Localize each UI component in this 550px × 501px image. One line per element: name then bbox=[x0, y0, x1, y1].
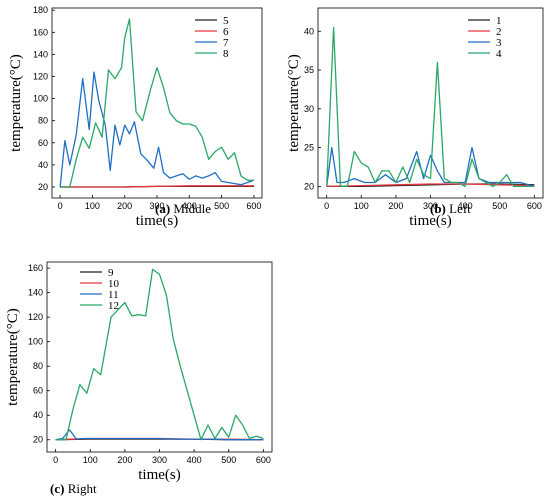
y-tick-label: 140 bbox=[28, 288, 43, 298]
y-tick-label: 120 bbox=[28, 312, 43, 322]
panel-caption-text: Left bbox=[446, 201, 471, 216]
y-tick-label: 140 bbox=[33, 49, 48, 59]
x-tick-label: 600 bbox=[246, 201, 261, 211]
y-tick-label: 30 bbox=[304, 104, 314, 114]
plot-frame bbox=[46, 261, 273, 453]
y-tick-label: 180 bbox=[33, 5, 48, 15]
x-tick-label: 0 bbox=[53, 455, 58, 465]
panel-caption: (b) Left bbox=[430, 201, 471, 216]
x-tick-label: 500 bbox=[221, 455, 236, 465]
x-axis-label: time(s) bbox=[138, 467, 181, 483]
x-tick-label: 600 bbox=[527, 201, 542, 211]
x-tick-label: 100 bbox=[85, 201, 100, 211]
legend-label: 9 bbox=[108, 267, 114, 279]
y-tick-label: 20 bbox=[304, 181, 314, 191]
series-line-3 bbox=[326, 146, 535, 188]
series-line-1 bbox=[326, 183, 535, 188]
legend-label: 6 bbox=[223, 26, 229, 38]
x-tick-label: 200 bbox=[117, 201, 132, 211]
x-tick-label: 0 bbox=[324, 201, 329, 211]
y-tick-label: 25 bbox=[304, 143, 314, 153]
legend-label: 2 bbox=[496, 26, 502, 38]
y-tick-label: 120 bbox=[33, 71, 48, 81]
series-line-8 bbox=[60, 18, 254, 188]
y-tick-label: 160 bbox=[33, 27, 48, 37]
legend-label: 10 bbox=[108, 278, 120, 290]
x-axis-label: time(s) bbox=[409, 213, 452, 229]
legend-label: 8 bbox=[223, 48, 229, 60]
series-line-7 bbox=[59, 71, 255, 188]
x-tick-label: 400 bbox=[182, 201, 197, 211]
plot-frame bbox=[51, 7, 263, 199]
x-tick-label: 0 bbox=[58, 201, 63, 211]
chart-panel: 0 100 200 300 400 500 600 20 40 60 80 100 120 140 160 1… bbox=[8, 5, 263, 229]
x-tick-label: 400 bbox=[458, 201, 473, 211]
chart-panel: 0 100 200 300 400 500 600 20 40 60 80 100 120 140 160 9… bbox=[5, 261, 273, 496]
x-tick-label: 100 bbox=[83, 455, 98, 465]
series-line-6 bbox=[60, 185, 254, 188]
x-tick-label: 100 bbox=[354, 201, 369, 211]
x-tick-label: 300 bbox=[152, 455, 167, 465]
y-tick-label: 80 bbox=[38, 116, 48, 126]
y-tick-label: 100 bbox=[28, 337, 43, 347]
y-tick-label: 100 bbox=[33, 94, 48, 104]
series-line-2 bbox=[326, 183, 535, 188]
panel-caption: (a) Middle bbox=[155, 201, 211, 216]
legend-label: 11 bbox=[108, 289, 119, 301]
series-line-11 bbox=[55, 429, 264, 441]
y-axis-label: temperature(°C) bbox=[286, 54, 302, 152]
series-line-4 bbox=[326, 26, 535, 188]
x-axis-label: time(s) bbox=[136, 213, 179, 229]
y-tick-label: 80 bbox=[33, 361, 43, 371]
x-tick-label: 200 bbox=[117, 455, 132, 465]
x-tick-label: 400 bbox=[187, 455, 202, 465]
panel-caption-text: Right bbox=[64, 481, 97, 496]
legend-label: 4 bbox=[496, 48, 502, 60]
y-axis-label: temperature(°C) bbox=[5, 308, 21, 406]
y-tick-label: 20 bbox=[33, 435, 43, 445]
x-tick-label: 500 bbox=[492, 201, 507, 211]
legend-label: 1 bbox=[496, 15, 502, 27]
y-tick-label: 35 bbox=[304, 65, 314, 75]
x-tick-label: 300 bbox=[149, 201, 164, 211]
y-tick-label: 40 bbox=[304, 26, 314, 36]
legend-label: 12 bbox=[108, 300, 119, 312]
legend-label: 7 bbox=[223, 37, 229, 49]
y-axis-label: temperature(°C) bbox=[8, 54, 24, 152]
x-tick-label: 200 bbox=[388, 201, 403, 211]
y-tick-label: 20 bbox=[38, 182, 48, 192]
legend-label: 3 bbox=[496, 37, 502, 49]
y-tick-label: 40 bbox=[33, 410, 43, 420]
panel-caption-text: Middle bbox=[170, 201, 211, 216]
panel-caption-letter: (b) bbox=[430, 201, 446, 216]
x-tick-label: 500 bbox=[214, 201, 229, 211]
legend-label: 5 bbox=[223, 15, 229, 27]
x-tick-label: 600 bbox=[256, 455, 271, 465]
panel-caption-letter: (a) bbox=[155, 201, 170, 216]
x-tick-label: 300 bbox=[423, 201, 438, 211]
y-tick-label: 160 bbox=[28, 263, 43, 273]
panel-caption: (c) Right bbox=[50, 481, 97, 496]
y-tick-label: 60 bbox=[33, 386, 43, 396]
series-line-12 bbox=[55, 268, 264, 441]
panel-caption-letter: (c) bbox=[50, 481, 64, 496]
y-tick-label: 60 bbox=[38, 138, 48, 148]
y-tick-label: 40 bbox=[38, 160, 48, 170]
